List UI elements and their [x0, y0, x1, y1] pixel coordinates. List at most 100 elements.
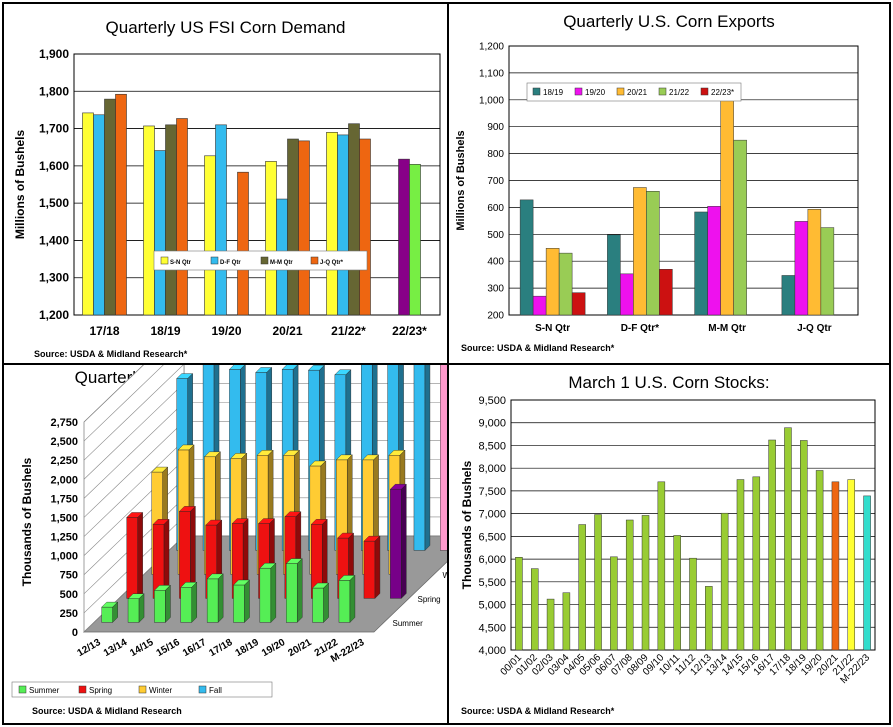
y-tick-label: 5,000 [478, 600, 506, 612]
y-tick-label: 1,700 [39, 122, 69, 136]
bar [733, 139, 747, 316]
bar [413, 365, 426, 551]
bar-side [137, 511, 143, 599]
x-tick-label: 19/20 [260, 637, 288, 659]
bar [233, 584, 245, 623]
bar [237, 171, 249, 316]
y-tick-label: 1,250 [50, 532, 78, 544]
y-tick-label: 2,750 [50, 417, 78, 429]
legend-swatch [210, 256, 219, 265]
x-tick-label: J-Q Qtr [797, 323, 832, 334]
depth-label: Summer [393, 619, 424, 628]
bar [610, 556, 618, 651]
depth-label: Spring [418, 595, 441, 604]
x-tick-label: 13/14 [102, 637, 130, 659]
bar [530, 568, 539, 651]
y-axis-label: Thousands of Bushels [460, 460, 474, 589]
legend-label: M-M Qtr [270, 260, 293, 266]
y-tick-label: 250 [60, 608, 78, 620]
bar [165, 124, 177, 316]
source-note: Source: USDA & Midland Research* [461, 343, 615, 353]
bar [831, 481, 840, 651]
legend-label: 22/23* [711, 88, 734, 97]
y-axis-label: Millions of Bushels [455, 130, 467, 230]
feed-demand-chart: 0 250 500 750 1,000 1,250 1,500 1,750 2,000 2,250… [11, 365, 448, 698]
y-tick-label: 1,300 [39, 271, 69, 285]
legend-label: 19/20 [585, 88, 606, 97]
bar [784, 427, 792, 651]
bar [180, 587, 192, 623]
y-tick-label: 7,000 [478, 509, 506, 521]
bar [115, 93, 127, 316]
x-tick-label: 17/18 [89, 324, 119, 338]
bar [104, 98, 116, 316]
bar [694, 211, 708, 316]
bar [398, 158, 410, 316]
x-tick-label: 20/21 [272, 324, 302, 338]
bar [259, 567, 272, 623]
bar-side [297, 558, 303, 623]
bar-side [424, 365, 431, 551]
y-tick-label: 1,600 [39, 159, 69, 173]
legend-swatch [260, 256, 269, 265]
y-tick-label: 4,000 [478, 645, 506, 657]
bar [752, 476, 761, 651]
bar [863, 495, 871, 651]
bar [807, 209, 822, 316]
x-tick-label: 21/22* [331, 324, 366, 338]
legend-label: Summer [29, 686, 60, 695]
y-tick-label: 600 [487, 203, 504, 214]
bar [265, 161, 277, 316]
x-tick-label: 19/20 [211, 324, 241, 338]
y-axis-label: Thousands of Bushels [20, 457, 34, 586]
legend-label: S-N Qtr [170, 260, 192, 266]
x-tick-label: 18/19 [150, 324, 180, 338]
bar [578, 524, 586, 651]
y-tick-label: 0 [72, 627, 78, 639]
y-tick-label: 2,500 [50, 436, 78, 448]
bar-side [323, 582, 329, 623]
bar [154, 150, 166, 316]
depth-label: Winter [443, 571, 448, 580]
legend-label: 18/19 [543, 88, 564, 97]
bar [348, 123, 360, 316]
bar-side [191, 581, 197, 623]
plot-frame [73, 53, 441, 316]
x-tick-label: S-N Qtr [535, 323, 570, 334]
y-tick-label: 1,900 [39, 47, 69, 61]
y-tick-label: 8,500 [478, 440, 506, 452]
y-tick-label: 1,000 [50, 551, 78, 563]
bar [519, 199, 534, 316]
bar [326, 132, 338, 316]
bar [546, 598, 555, 651]
bar [126, 517, 138, 599]
bar [390, 488, 402, 599]
legend-swatch [658, 87, 667, 96]
bar [206, 578, 219, 623]
bar [337, 134, 349, 316]
bar [154, 590, 166, 623]
chart-title: Quarterly U.S. Corn Exports [563, 12, 775, 31]
bar-side [244, 579, 250, 623]
exports-panel: Quarterly U.S. Corn Exports 200 300 400 500… [447, 2, 891, 365]
bar [633, 187, 647, 316]
x-tick-label: 22/23* [392, 324, 427, 338]
y-tick-label: 700 [487, 176, 504, 187]
bar [176, 118, 188, 316]
plot-frame [508, 45, 859, 316]
y-tick-label: 1,400 [39, 233, 69, 247]
y-tick-label: 200 [487, 311, 504, 322]
bar [204, 155, 216, 316]
bar [707, 206, 721, 316]
y-tick-label: 1,800 [39, 84, 69, 98]
fsi-demand-panel: Quarterly US FSI Corn Demand 1,200 1,300 1… [2, 2, 449, 365]
chart-title: March 1 U.S. Corn Stocks: [568, 373, 770, 392]
x-tick-label: 16/17 [181, 637, 209, 659]
bar [820, 227, 835, 316]
bar [607, 234, 621, 316]
legend-swatch [78, 685, 87, 694]
bar [312, 587, 324, 623]
x-tick-label: D-F Qtr* [621, 323, 659, 334]
bar [847, 479, 856, 651]
legend-swatch [574, 87, 583, 96]
